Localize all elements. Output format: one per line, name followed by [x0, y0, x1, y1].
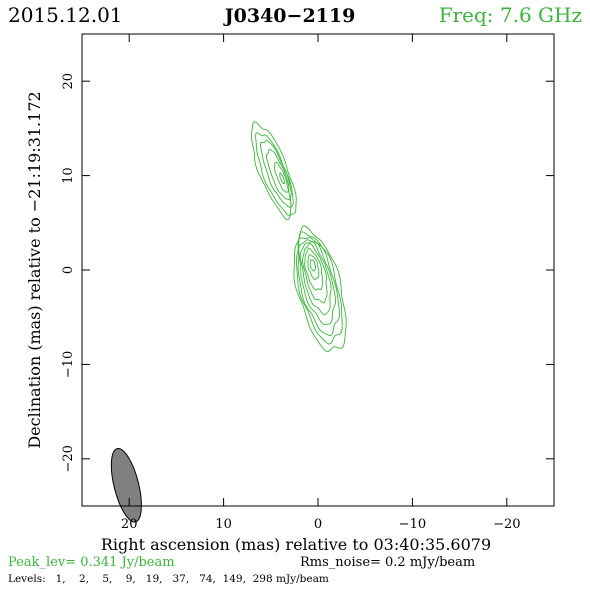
jet-knot-contour-3 — [260, 139, 292, 209]
header-source: J0340−2119 — [223, 5, 356, 27]
x-tick-label-0: 20 — [121, 517, 138, 532]
tick-label-layer: 20 10 0 −10 −20 20 10 0 −10 −20 — [61, 73, 521, 532]
core-contour-2 — [295, 231, 343, 345]
y-axis-label: Declination (mas) relative to −21:19:31.… — [25, 91, 44, 448]
tick-layer — [82, 34, 554, 506]
jet-knot-contour-1 — [250, 121, 297, 221]
x-tick-label-1: 10 — [215, 517, 232, 532]
header-date: 2015.12.01 — [8, 3, 123, 27]
core-contour-8 — [307, 254, 320, 280]
core-contour-3 — [297, 237, 340, 336]
y-tick-label-4: −20 — [61, 445, 76, 472]
x-tick-label-3: −10 — [399, 517, 426, 532]
core-contour-5 — [299, 240, 332, 316]
core-contour-6 — [302, 243, 328, 304]
header-freq: Freq: 7.6 GHz — [439, 3, 582, 27]
jet-knot-contour-6 — [279, 172, 286, 185]
y-tick-label-2: 0 — [61, 266, 76, 274]
peak-level: Peak_lev= 0.341 Jy/beam — [8, 555, 175, 570]
contour-layer — [250, 121, 347, 352]
core-contour-4 — [298, 239, 336, 325]
beam-layer — [110, 447, 142, 523]
y-tick-label-3: −10 — [61, 351, 76, 378]
x-tick-label-4: −20 — [493, 517, 520, 532]
core-contour-7 — [304, 247, 324, 291]
jet-knot-contour-5 — [273, 161, 289, 193]
x-tick-label-2: 0 — [314, 517, 322, 532]
core-contour-1 — [293, 225, 347, 352]
rms-noise: Rms_noise= 0.2 mJy/beam — [300, 555, 475, 570]
core-contour-9 — [309, 259, 317, 272]
y-tick-label-0: 20 — [61, 73, 76, 90]
plot-frame — [81, 33, 555, 507]
x-axis-label: Right ascension (mas) relative to 03:40:… — [101, 535, 491, 554]
beam-ellipse — [110, 447, 142, 523]
jet-knot-contour-4 — [265, 149, 291, 201]
contour-levels: Levels: 1, 2, 5, 9, 19, 37, 74, 149, 298… — [8, 573, 329, 585]
y-tick-label-1: 10 — [61, 167, 76, 184]
